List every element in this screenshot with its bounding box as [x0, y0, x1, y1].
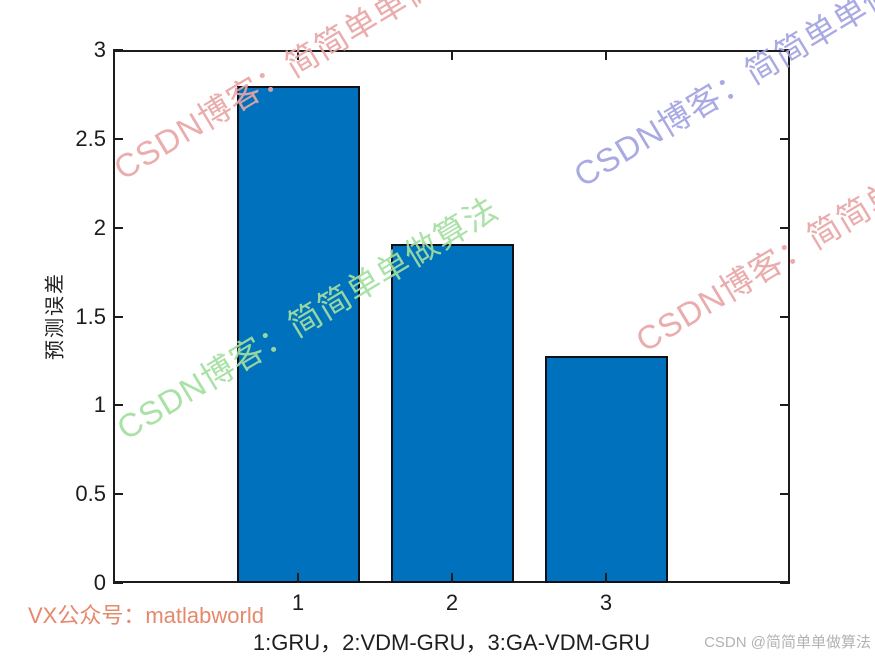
y-axis-label: 预测误差	[44, 272, 67, 360]
y-tick-right	[780, 493, 790, 496]
vx-account-text: VX公众号：matlabworld	[28, 603, 264, 628]
y-tick-left	[113, 582, 123, 584]
x-axis-label: 1:GRU，2:VDM-GRU，3:GA-VDM-GRU	[252, 630, 651, 655]
y-tick-right	[780, 582, 790, 584]
y-tick-left	[113, 493, 123, 496]
y-tick-left	[113, 49, 123, 51]
y-tick-label: 2.5	[75, 125, 106, 151]
y-tick-label: 0	[93, 570, 106, 595]
x-tick-label: 2	[445, 590, 459, 615]
x-tick-bottom	[605, 573, 607, 583]
x-tick-top	[451, 50, 453, 60]
bar-3	[544, 355, 668, 583]
x-tick-bottom	[451, 573, 453, 583]
x-tick-top	[297, 50, 299, 60]
y-tick-left	[113, 315, 123, 318]
y-tick-label: 2	[93, 214, 106, 240]
csdn-credit-text: CSDN @简简单单做算法	[704, 634, 871, 651]
bar-1	[236, 85, 360, 583]
y-tick-right	[780, 226, 790, 229]
y-tick-right	[780, 137, 790, 140]
y-tick-label: 0.5	[75, 481, 106, 507]
bar-2	[390, 243, 514, 583]
y-tick-right	[780, 404, 790, 407]
y-tick-label: 1	[93, 392, 106, 418]
x-tick-label: 3	[599, 590, 613, 615]
x-tick-top	[605, 50, 607, 60]
y-tick-right	[780, 49, 790, 51]
y-tick-label: 3	[93, 37, 106, 62]
x-tick-bottom	[297, 573, 299, 583]
y-tick-right	[780, 315, 790, 318]
y-tick-left	[113, 226, 123, 229]
y-tick-left	[113, 404, 123, 407]
y-tick-label: 1.5	[75, 303, 106, 329]
x-tick-label: 1	[291, 590, 305, 615]
y-tick-left	[113, 137, 123, 140]
